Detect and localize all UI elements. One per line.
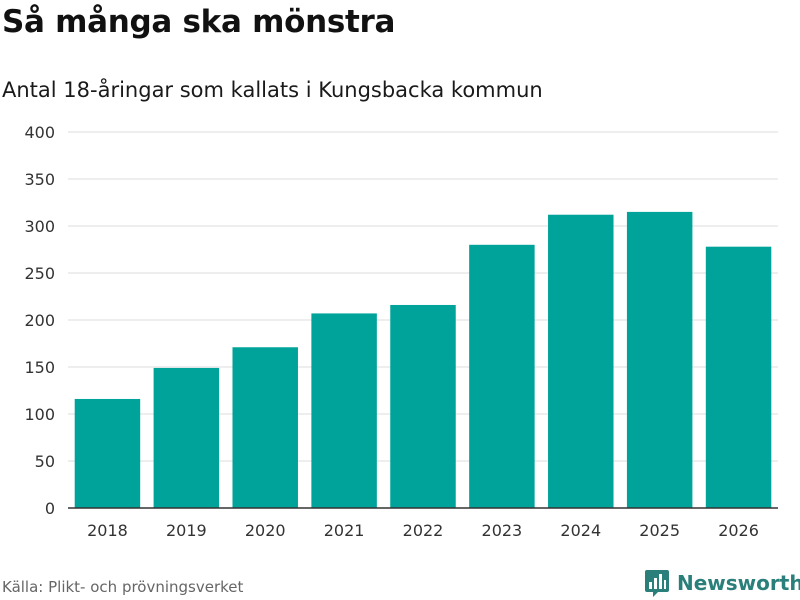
x-tick-label: 2024 [560, 521, 601, 540]
x-tick-label: 2019 [166, 521, 207, 540]
brand-logo: Newsworthy [644, 568, 800, 598]
x-tick-label: 2021 [324, 521, 365, 540]
bar [153, 367, 220, 508]
chart-title: Så många ska mönstra [2, 4, 396, 40]
bar [626, 211, 693, 508]
x-tick-label: 2023 [482, 521, 523, 540]
y-tick-label: 200 [24, 311, 55, 330]
y-tick-label: 400 [24, 123, 55, 142]
chart-subtitle: Antal 18-åringar som kallats i Kungsback… [2, 78, 543, 102]
bar [311, 313, 377, 508]
y-tick-label: 150 [24, 358, 55, 377]
bar-chart-icon [645, 570, 669, 597]
x-tick-label: 2020 [245, 521, 286, 540]
source-note: Källa: Plikt- och prövningsverket [2, 578, 244, 596]
y-tick-label: 350 [24, 170, 55, 189]
x-tick-label: 2022 [403, 521, 444, 540]
y-tick-label: 100 [24, 405, 55, 424]
bar [469, 244, 535, 509]
bar [548, 214, 614, 508]
y-tick-label: 50 [35, 452, 55, 471]
x-tick-label: 2018 [87, 521, 128, 540]
brand-name: Newsworthy [677, 571, 800, 595]
x-tick-label: 2025 [639, 521, 680, 540]
bar [705, 246, 772, 508]
bar [390, 304, 456, 508]
y-tick-label: 300 [24, 217, 55, 236]
x-tick-label: 2026 [718, 521, 759, 540]
bar [232, 347, 298, 508]
y-tick-label: 0 [45, 499, 55, 518]
bar [74, 398, 141, 508]
y-tick-label: 250 [24, 264, 55, 283]
